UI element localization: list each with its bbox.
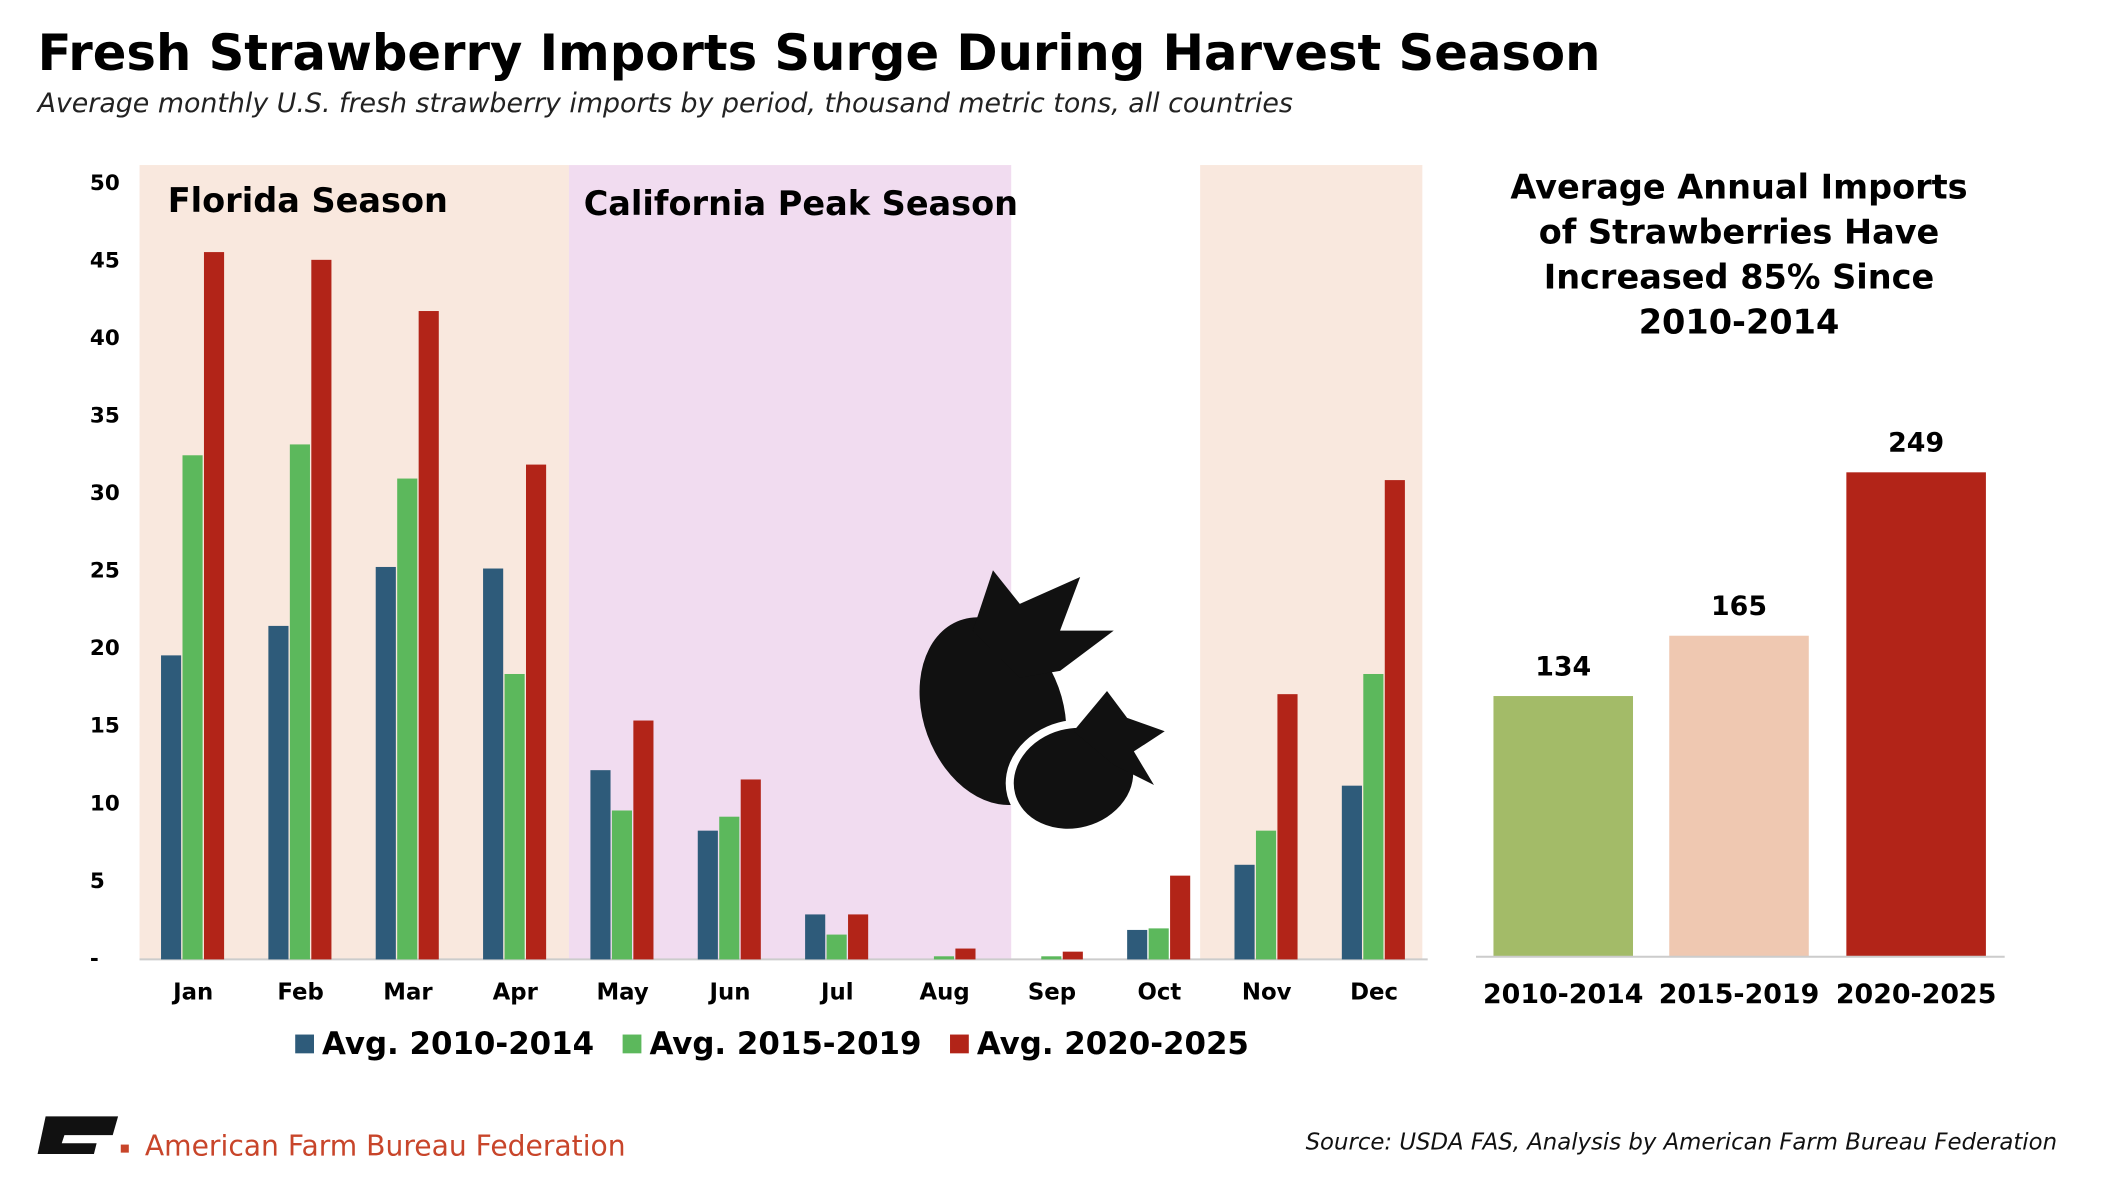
bar [526,464,547,960]
strawberry-leaves [1073,691,1165,785]
bar [397,478,418,960]
bar [1277,694,1298,960]
bar [483,568,504,960]
page-subtitle: Average monthly U.S. fresh strawberry im… [36,88,1293,119]
x-tick-label: Dec [1350,979,1398,1005]
legend-label: Avg. 2010-2014 [322,1026,594,1062]
x-tick-label: May [596,979,648,1005]
season-label: Florida Season [168,181,448,220]
logo-dot [120,1144,129,1153]
bar [1846,472,1986,957]
x-tick-label: 2020-2025 [1836,979,1996,1010]
organization: American Farm Bureau Federation [145,1129,626,1162]
y-tick-label: 45 [90,248,120,273]
source: Source: USDA FAS, Analysis by American F… [1306,1130,2057,1156]
strawberry-icon [919,570,1165,837]
bar [633,720,654,960]
x-tick-label: Jun [707,979,750,1005]
bar [182,455,203,960]
y-tick-label: 50 [90,171,120,196]
legend-swatch [622,1034,642,1054]
y-tick-label: 5 [90,869,105,894]
bar [933,956,955,960]
strawberry-leaves [972,570,1114,678]
season-bands [139,165,1423,960]
bar [1255,830,1277,960]
x-tick-label: Jan [171,979,213,1005]
bar [697,830,718,960]
value-label: 249 [1888,428,1944,459]
x-tick-label: Jul [819,979,854,1005]
bar [504,673,525,960]
bar [719,816,740,960]
bar [1170,875,1191,960]
y-tick-label: 25 [90,559,120,584]
y-tick-label: 30 [90,481,120,506]
bar [590,770,611,960]
bar [1234,864,1255,960]
bar [289,444,310,960]
x-tick-label: Mar [383,979,433,1005]
x-tick-label: Aug [920,979,970,1005]
y-tick-label: 15 [90,714,120,739]
y-tick-label: - [90,946,99,971]
y-tick-label: 40 [90,326,120,351]
bar [826,934,847,960]
bar [805,914,826,960]
x-tick-label: Nov [1242,979,1292,1005]
bar [1669,635,1809,957]
chart-title: Increased 85% Since [1544,258,1935,297]
x-tick-label: Oct [1137,979,1181,1005]
y-tick-label: 20 [90,636,120,661]
x-tick-label: 2010-2014 [1483,979,1643,1010]
bar [1062,951,1083,960]
bar [161,655,182,960]
bar [1127,929,1148,960]
bar [955,948,976,960]
bar [1384,480,1405,960]
value-label: 134 [1535,651,1591,682]
y-tick-label: 10 [90,791,120,816]
bar [1363,673,1384,960]
value-label: 165 [1711,591,1767,622]
bar [375,566,396,960]
bar [611,810,633,960]
bar [418,311,439,960]
legend-swatch [295,1034,314,1054]
x-tick-label: Feb [277,979,323,1005]
page-title: Fresh Strawberry Imports Surge During Ha… [38,24,1601,82]
bar [1341,785,1362,960]
season-label: California Peak Season [584,184,1018,223]
x-tick-label: 2015-2019 [1659,979,1819,1010]
bar [740,779,761,960]
bar [1041,956,1062,960]
legend-label: Avg. 2015-2019 [649,1026,921,1062]
chart-title: Average Annual Imports [1510,168,1967,207]
bar [1493,696,1634,957]
bar [268,625,289,960]
bar [848,914,869,960]
legend-swatch [950,1034,969,1054]
y-tick-label: 35 [90,404,120,429]
bar [311,259,332,960]
bar [203,252,225,960]
chart-title: 2010-2014 [1639,303,1840,342]
bar [1148,928,1169,960]
x-tick-label: Apr [493,979,539,1005]
legend-label: Avg. 2020-2025 [977,1026,1249,1062]
chart-title: of Strawberries Have [1539,213,1940,252]
x-tick-label: Sep [1028,979,1076,1005]
